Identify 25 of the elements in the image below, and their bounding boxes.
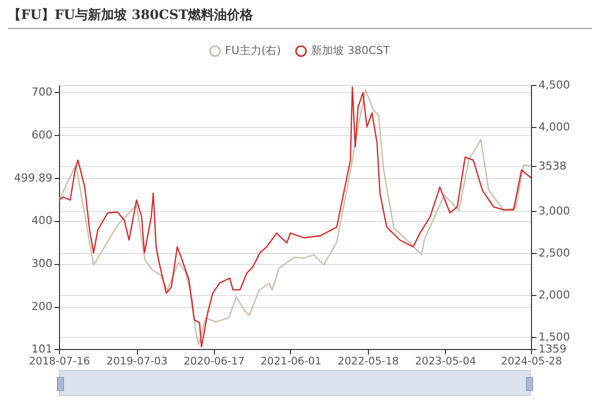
x-tick-label: 2024-05-28 [500, 356, 562, 368]
x-tick-label: 2022-05-18 [338, 356, 399, 368]
y2-tick-label: 2,000 [538, 288, 570, 302]
y-tick-label: 499.89 [14, 171, 52, 184]
x-tick-label: 2023-05-04 [415, 356, 476, 368]
y2-tick-label: 2,500 [538, 246, 570, 260]
x-tick-label: 2020-06-17 [184, 356, 245, 368]
y-tick-label: 300 [32, 257, 52, 270]
y2-tick-label: 4,500 [538, 78, 570, 92]
x-tick-label: 2021-06-01 [260, 356, 322, 368]
y-tick-label: 200 [32, 300, 52, 313]
x-tick-label: 2018-07-16 [28, 356, 90, 368]
y2-tick-label: 1,500 [538, 330, 570, 344]
y2-tick-label: 3538 [538, 159, 566, 172]
y-tick-label: 600 [32, 128, 52, 142]
legend-label: 新加坡 380CST [311, 44, 390, 58]
y2-tick-label: 3,000 [538, 204, 570, 218]
legend-label: FU主力(右) [225, 44, 281, 58]
x-tick-label: 2019-07-03 [106, 356, 168, 368]
y-tick-label: 400 [32, 214, 52, 228]
chart-title: 【FU】FU与新加坡 380CST燃料油价格 [8, 6, 254, 24]
y-tick-label: 101 [32, 342, 52, 356]
y2-tick-label: 1359 [538, 342, 566, 356]
y-tick-label: 700 [32, 85, 52, 98]
y2-tick-label: 4,000 [538, 120, 570, 134]
